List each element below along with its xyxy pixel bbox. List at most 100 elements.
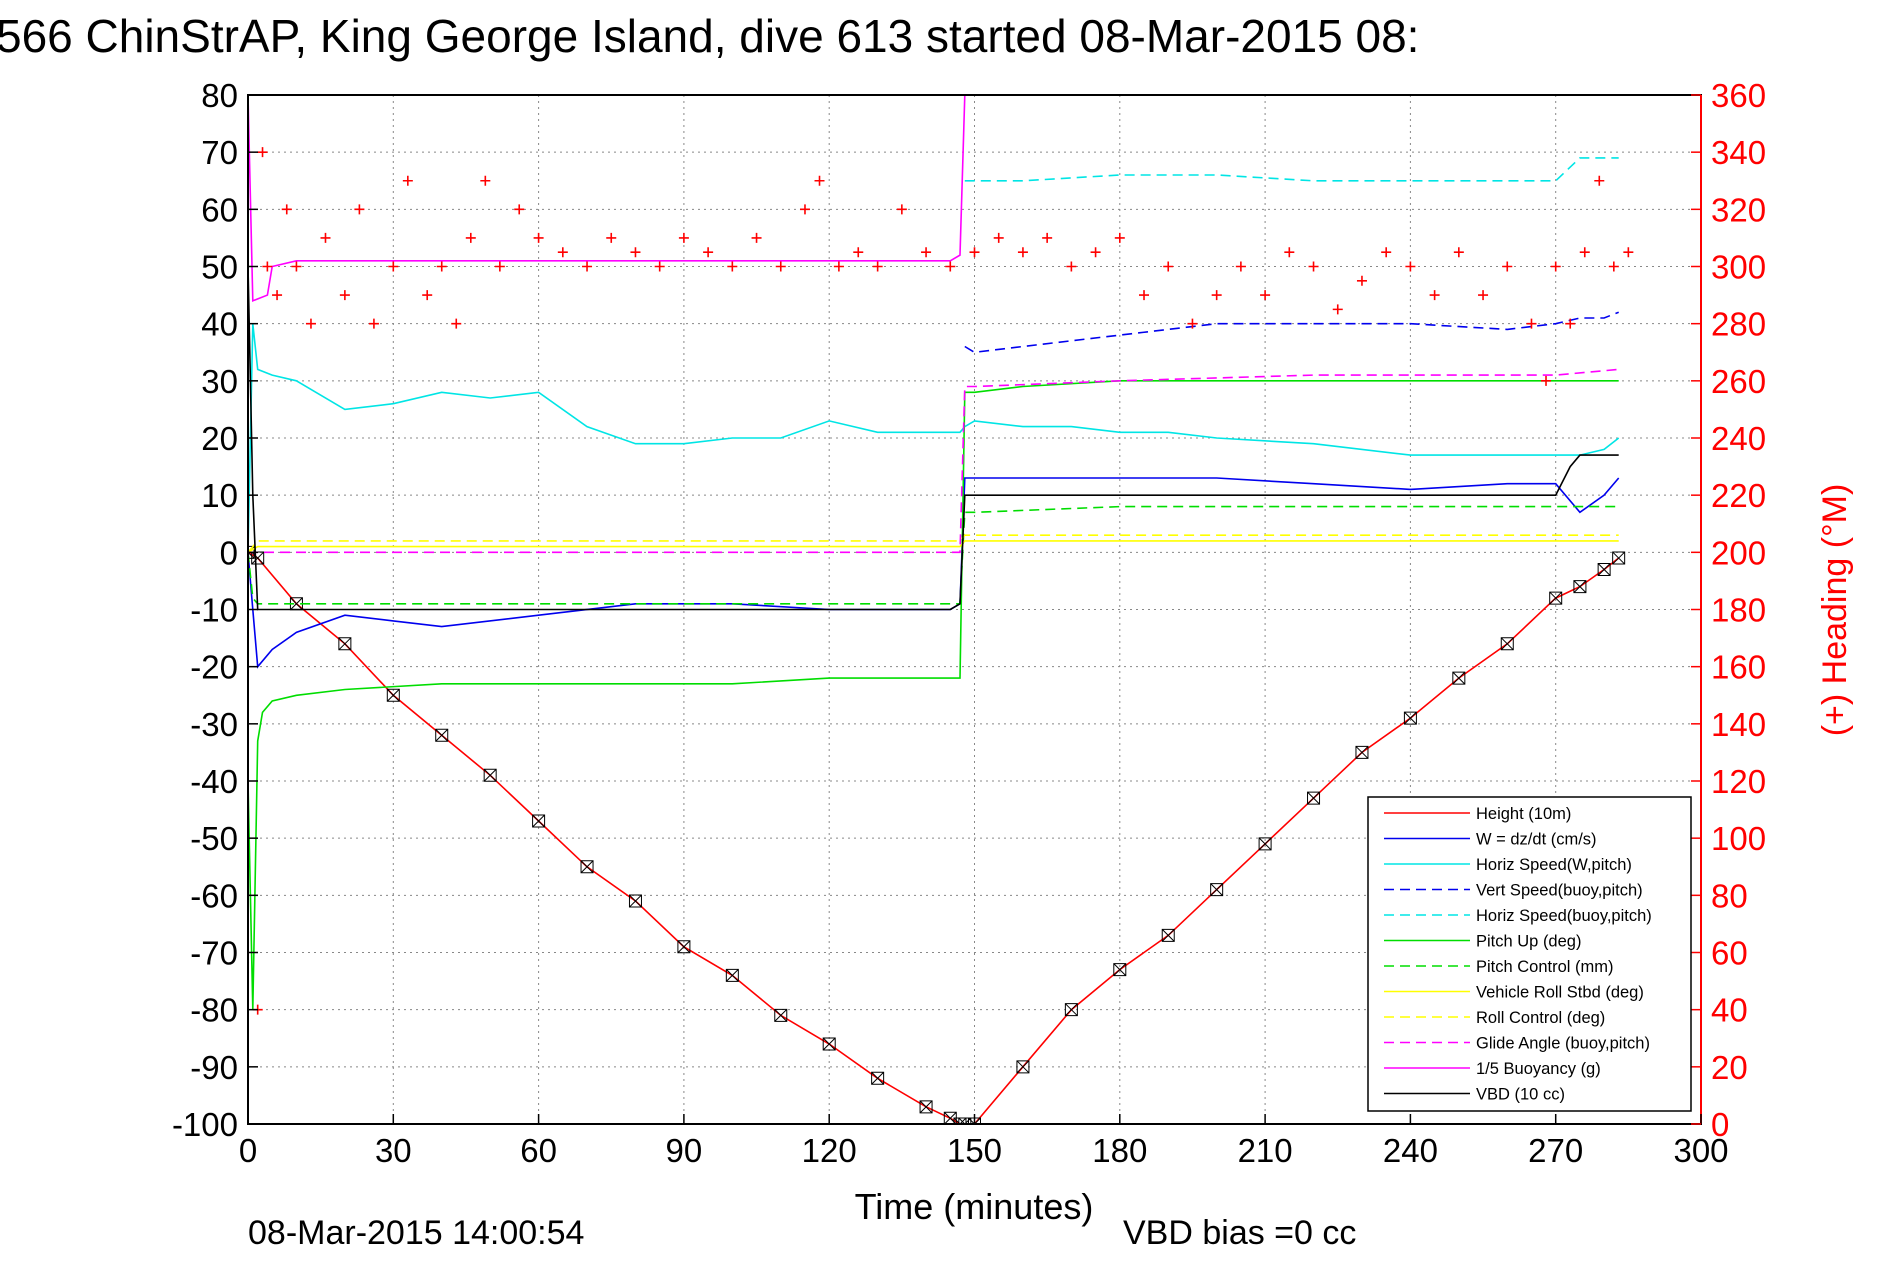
x-tick-label: 240 xyxy=(1383,1132,1438,1169)
series-9-line xyxy=(248,368,1619,554)
y-tick-label: -50 xyxy=(190,820,238,857)
x-tick-label: 210 xyxy=(1238,1132,1293,1169)
heading-point xyxy=(775,261,786,272)
heading-point xyxy=(1405,261,1416,272)
heading-point xyxy=(1090,247,1101,258)
heading-point xyxy=(945,261,956,272)
heading-point xyxy=(514,204,525,215)
heading-point xyxy=(582,261,593,272)
heading-point xyxy=(422,290,433,301)
series-7-line xyxy=(248,540,1619,553)
series-3-line xyxy=(964,311,1619,354)
height-marker xyxy=(919,1100,933,1114)
height-marker xyxy=(677,940,691,954)
height-marker xyxy=(1258,837,1272,851)
heading-point xyxy=(969,247,980,258)
y2-tick-label: 80 xyxy=(1711,877,1748,914)
series-2-line xyxy=(248,323,1620,553)
y2-tick-label: 180 xyxy=(1711,592,1766,629)
height-marker xyxy=(1113,963,1127,977)
heading-point xyxy=(1550,261,1561,272)
heading-point xyxy=(262,261,273,272)
heading-point xyxy=(654,261,665,272)
y-tick-label: 60 xyxy=(201,191,238,228)
heading-point xyxy=(257,147,268,158)
height-marker xyxy=(483,768,497,782)
y-tick-label: 40 xyxy=(201,306,238,343)
heading-point xyxy=(630,247,641,258)
y-tick-label: -20 xyxy=(190,649,238,686)
height-marker xyxy=(1016,1060,1030,1074)
heading-point xyxy=(1163,261,1174,272)
height-marker xyxy=(1597,562,1611,576)
heading-point xyxy=(1502,261,1513,272)
heading-point xyxy=(480,175,491,186)
y-tick-label: 20 xyxy=(201,420,238,457)
series-0-line xyxy=(248,551,1620,1124)
heading-point xyxy=(368,318,379,329)
y2-tick-label: 160 xyxy=(1711,649,1766,686)
y-tick-label: 50 xyxy=(201,249,238,286)
heading-point xyxy=(921,247,932,258)
y-tick-label: -70 xyxy=(190,935,238,972)
axis-ticks: 0 30 60 90 120 150 180 210 240 270 300807060504030… xyxy=(172,77,1766,1169)
legend-label: W = dz/dt (cm/s) xyxy=(1476,831,1597,849)
x-tick-label: 120 xyxy=(802,1132,857,1169)
series-5-line xyxy=(248,379,1619,1010)
y-tick-label: 80 xyxy=(201,77,238,114)
heading-point xyxy=(557,247,568,258)
heading-point xyxy=(1356,275,1367,286)
heading-point xyxy=(1608,261,1619,272)
heading-point xyxy=(1260,290,1271,301)
x-tick-label: 300 xyxy=(1673,1132,1728,1169)
y2-tick-label: 120 xyxy=(1711,763,1766,800)
height-marker xyxy=(628,894,642,908)
heading-point xyxy=(1429,290,1440,301)
series-8-line xyxy=(248,534,1619,553)
legend-label: Vehicle Roll Stbd (deg) xyxy=(1476,984,1644,1002)
heading-point xyxy=(1478,290,1489,301)
heading-point xyxy=(814,175,825,186)
heading-point xyxy=(1381,247,1392,258)
heading-point xyxy=(1042,232,1053,243)
y-tick-label: 0 xyxy=(220,534,238,571)
height-marker xyxy=(774,1008,788,1022)
height-marker xyxy=(968,1117,981,1124)
heading-point xyxy=(1139,290,1150,301)
heading-point xyxy=(281,204,292,215)
legend-label: Roll Control (deg) xyxy=(1476,1009,1605,1027)
height-marker xyxy=(822,1037,836,1051)
y2-tick-label: 320 xyxy=(1711,191,1766,228)
legend-label: 1/5 Buoyancy (g) xyxy=(1476,1060,1601,1078)
y2-tick-label: 40 xyxy=(1711,992,1748,1029)
y-tick-label: 70 xyxy=(201,134,238,171)
x-tick-label: 90 xyxy=(666,1132,703,1169)
heading-point xyxy=(1284,247,1295,258)
height-marker xyxy=(1064,1003,1078,1017)
heading-point xyxy=(1332,304,1343,315)
legend-label: Vert Speed(buoy,pitch) xyxy=(1476,882,1643,900)
y-tick-label: -10 xyxy=(190,592,238,629)
height-marker xyxy=(1573,580,1587,594)
x-tick-label: 30 xyxy=(375,1132,412,1169)
heading-point xyxy=(1187,318,1198,329)
x-tick-label: 270 xyxy=(1528,1132,1583,1169)
height-marker xyxy=(1500,637,1514,651)
y2-tick-label: 0 xyxy=(1711,1106,1729,1143)
heading-point xyxy=(1308,261,1319,272)
y2-tick-label: 340 xyxy=(1711,134,1766,171)
y-tick-label: -80 xyxy=(190,992,238,1029)
series-layer xyxy=(248,95,1634,1124)
height-marker xyxy=(386,688,400,702)
y-tick-label: -90 xyxy=(190,1049,238,1086)
heading-point xyxy=(1453,247,1464,258)
series-4-line xyxy=(964,157,1619,182)
y2-axis-label: (+) Heading (°M) xyxy=(1816,484,1854,737)
legend-label: Horiz Speed(W,pitch) xyxy=(1476,856,1632,874)
heading-point xyxy=(703,247,714,258)
y-tick-label: 10 xyxy=(201,477,238,514)
heading-point xyxy=(1623,247,1634,258)
y-tick-label: 30 xyxy=(201,363,238,400)
legend-label: Glide Angle (buoy,pitch) xyxy=(1476,1035,1650,1053)
